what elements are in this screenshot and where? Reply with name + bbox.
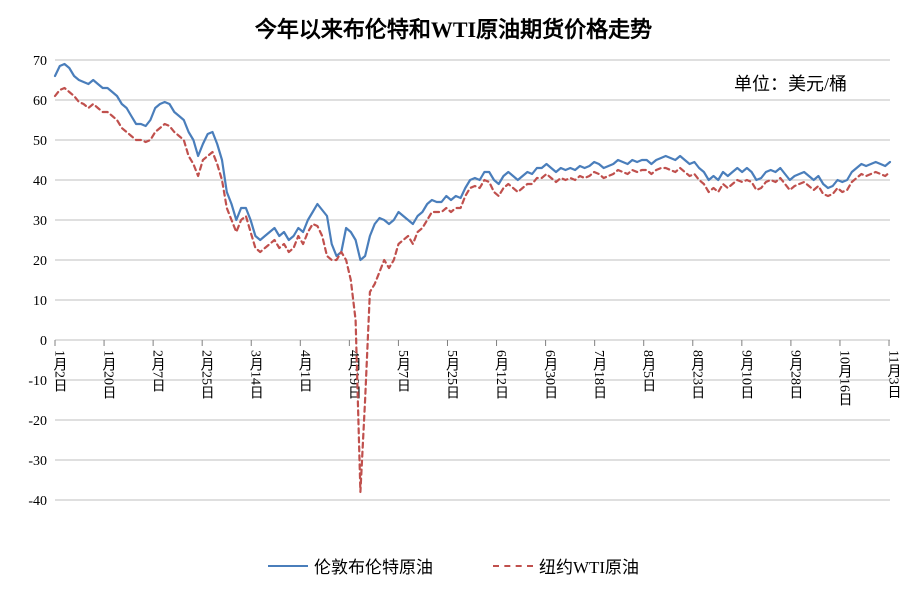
svg-text:11月3日: 11月3日 bbox=[886, 350, 902, 399]
svg-text:8月5日: 8月5日 bbox=[640, 350, 656, 392]
svg-text:3月14日: 3月14日 bbox=[248, 350, 264, 399]
svg-text:10: 10 bbox=[33, 294, 47, 309]
svg-text:-30: -30 bbox=[28, 454, 47, 469]
chart-svg: -40 -30 -20 -10 0 10 20 30 40 50 60 70 1月2日 1月20日 2月7日… bbox=[0, 0, 907, 590]
svg-text:4月19日: 4月19日 bbox=[346, 350, 362, 399]
svg-text:5月7日: 5月7日 bbox=[395, 350, 411, 392]
chart-container: 今年以来布伦特和WTI原油期货价格走势 单位：美元/桶 -40-30-20-10… bbox=[0, 0, 907, 590]
legend-item-brent: 伦敦布伦特原油 bbox=[268, 553, 433, 578]
svg-text:60: 60 bbox=[33, 94, 47, 109]
svg-text:30: 30 bbox=[33, 214, 47, 229]
svg-text:50: 50 bbox=[33, 134, 47, 149]
svg-text:-10: -10 bbox=[28, 374, 47, 389]
svg-text:1月20日: 1月20日 bbox=[101, 350, 117, 399]
svg-text:1月2日: 1月2日 bbox=[52, 350, 68, 392]
svg-text:5月25日: 5月25日 bbox=[444, 350, 460, 399]
svg-text:6月12日: 6月12日 bbox=[493, 350, 509, 399]
svg-text:10月16日: 10月16日 bbox=[836, 350, 852, 406]
svg-text:6月30日: 6月30日 bbox=[542, 350, 558, 399]
legend-label-brent: 伦敦布伦特原油 bbox=[314, 553, 433, 578]
svg-text:9月10日: 9月10日 bbox=[738, 350, 754, 399]
svg-text:-20: -20 bbox=[28, 414, 47, 429]
legend-swatch-wti bbox=[493, 565, 533, 567]
svg-text:20: 20 bbox=[33, 254, 47, 269]
legend: 伦敦布伦特原油 纽约WTI原油 bbox=[0, 553, 907, 578]
svg-text:9月28日: 9月28日 bbox=[787, 350, 803, 399]
svg-text:4月1日: 4月1日 bbox=[297, 350, 313, 392]
svg-text:2月25日: 2月25日 bbox=[199, 350, 215, 399]
svg-text:-40: -40 bbox=[28, 494, 47, 509]
svg-text:0: 0 bbox=[40, 334, 47, 349]
legend-label-wti: 纽约WTI原油 bbox=[539, 553, 639, 578]
svg-text:40: 40 bbox=[33, 174, 47, 189]
legend-swatch-brent bbox=[268, 565, 308, 567]
svg-text:8月23日: 8月23日 bbox=[689, 350, 705, 399]
svg-text:7月18日: 7月18日 bbox=[591, 350, 607, 399]
svg-text:2月7日: 2月7日 bbox=[150, 350, 166, 392]
svg-text:70: 70 bbox=[33, 54, 47, 69]
legend-item-wti: 纽约WTI原油 bbox=[493, 553, 639, 578]
